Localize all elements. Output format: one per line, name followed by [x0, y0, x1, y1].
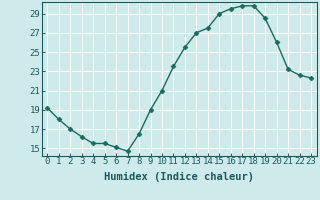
X-axis label: Humidex (Indice chaleur): Humidex (Indice chaleur)	[104, 172, 254, 182]
